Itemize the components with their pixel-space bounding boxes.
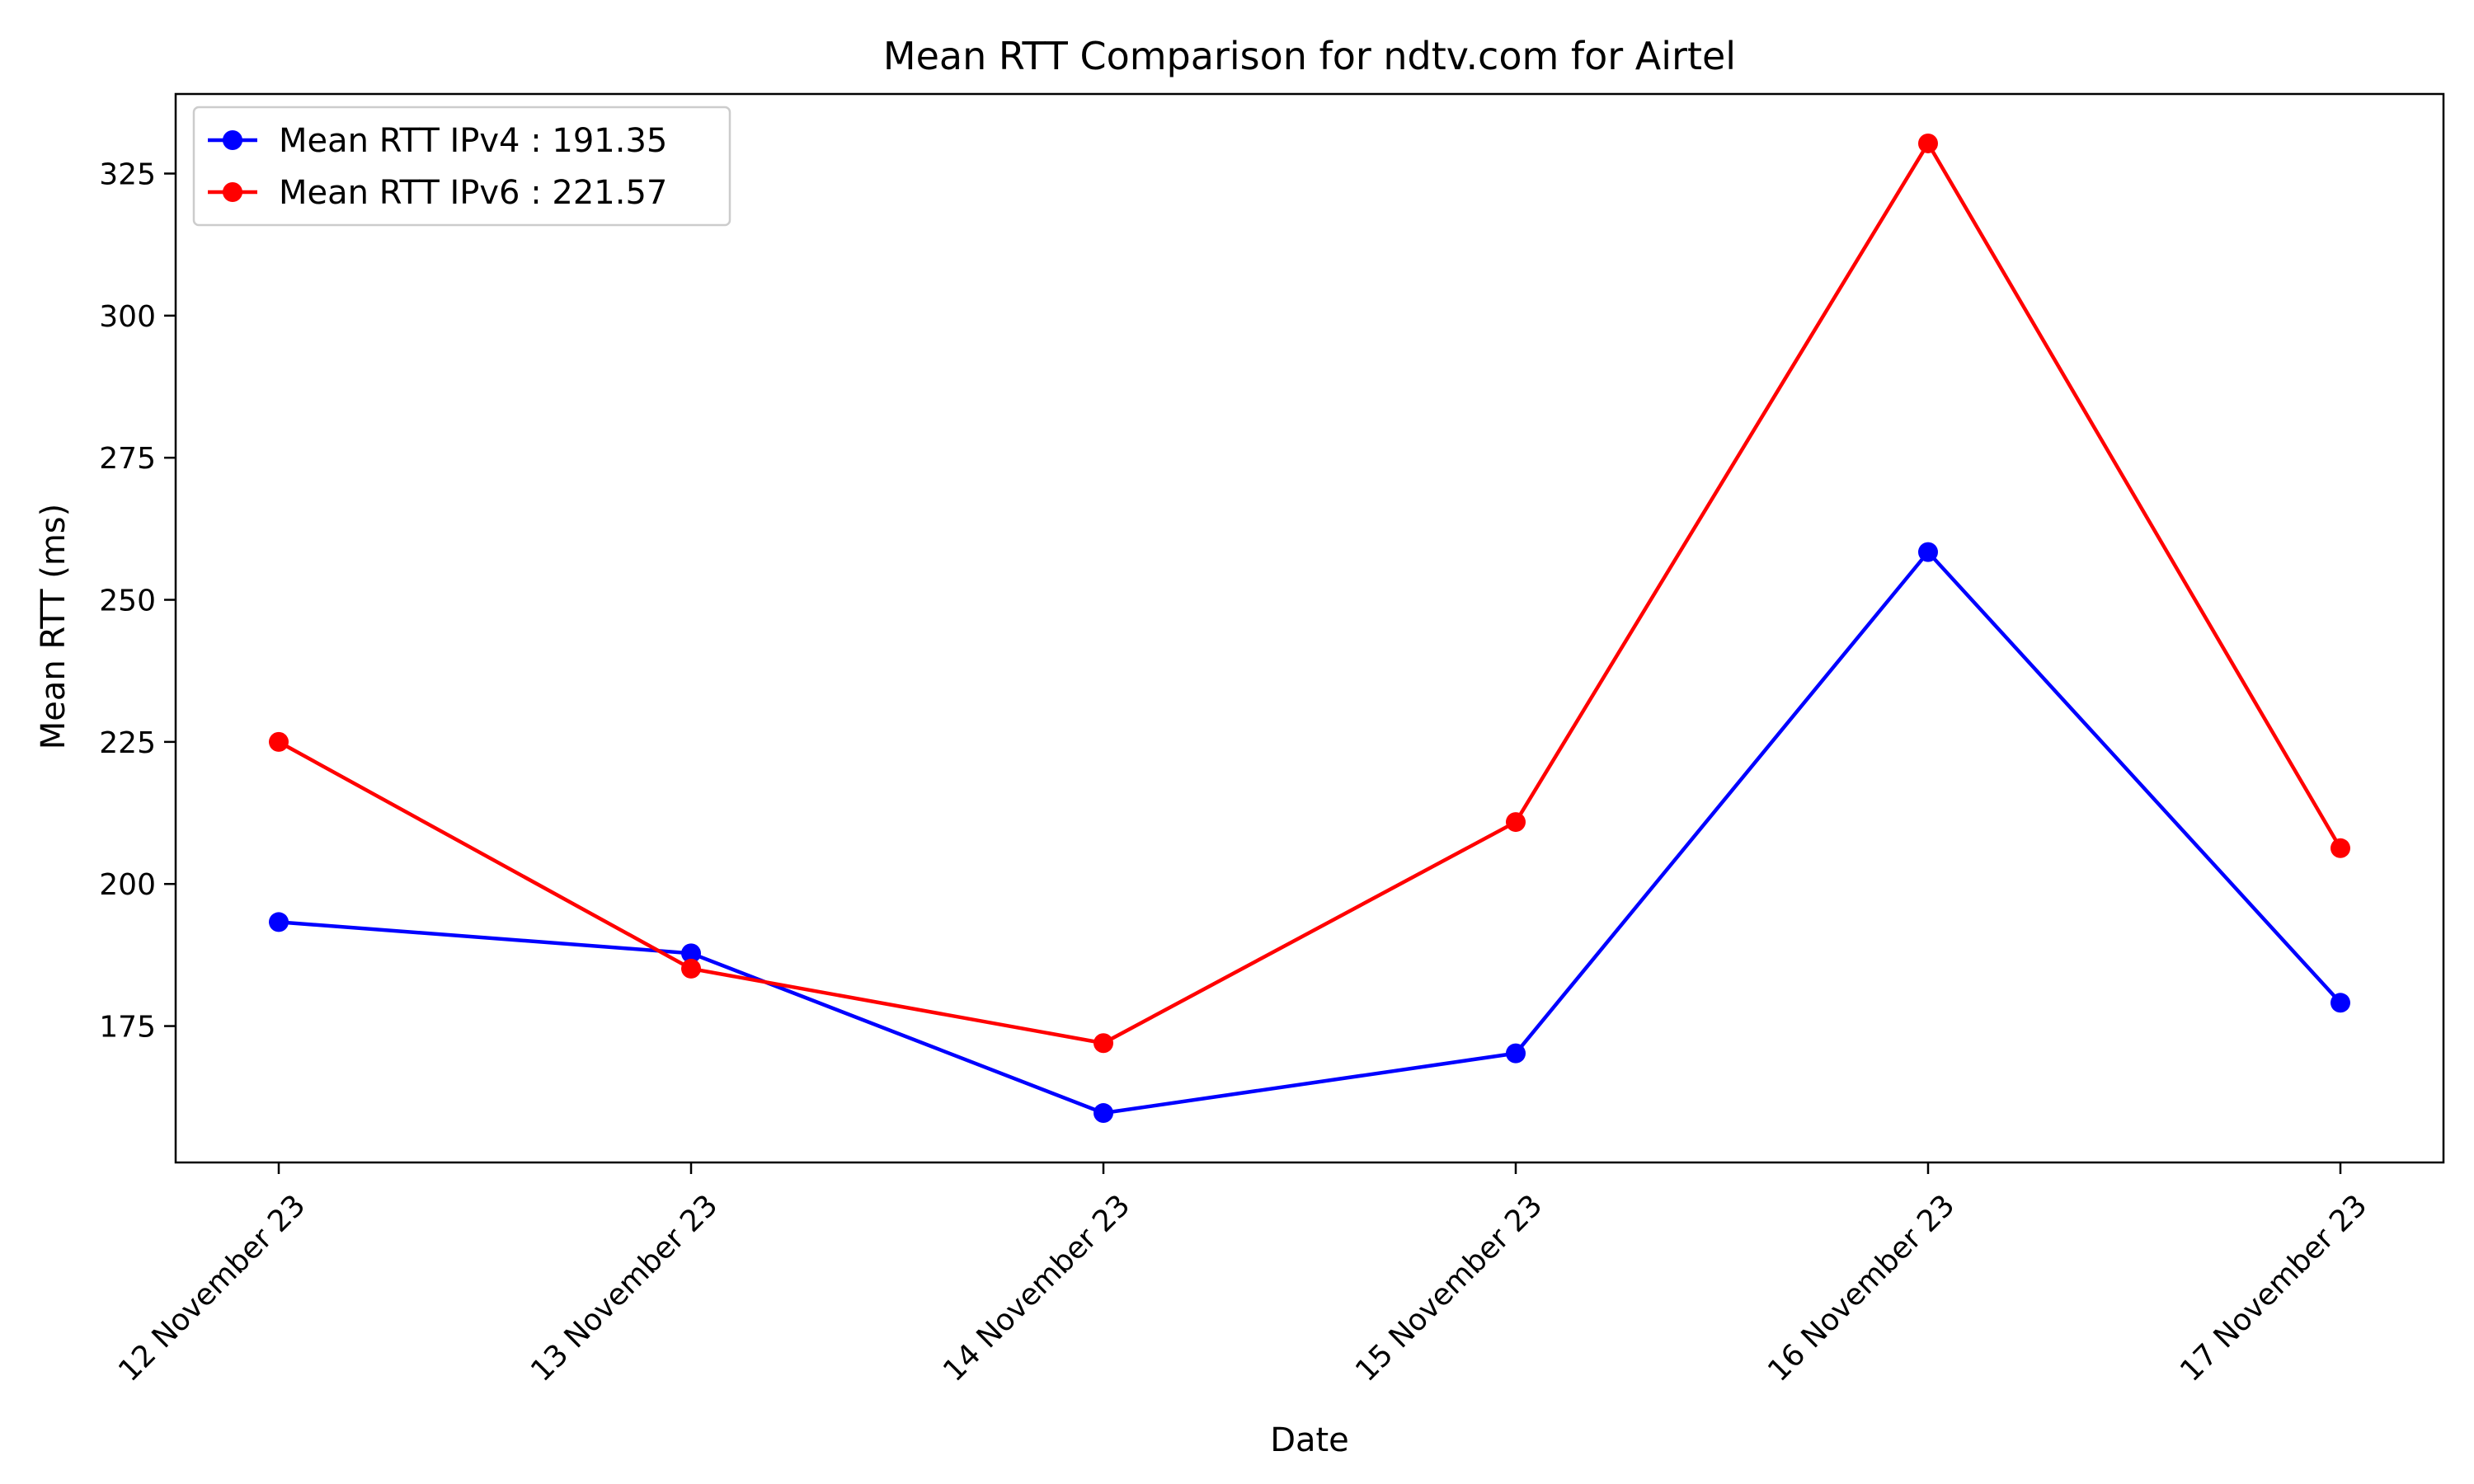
x-axis-label: Date <box>1270 1421 1349 1459</box>
data-point <box>1506 1043 1526 1064</box>
data-point <box>681 958 701 979</box>
data-point <box>2331 838 2350 858</box>
legend-label: Mean RTT IPv4 : 191.35 <box>279 122 667 160</box>
y-axis-label: Mean RTT (ms) <box>35 504 73 749</box>
data-point <box>1918 133 1938 153</box>
data-point <box>1094 1033 1113 1054</box>
y-tick-label: 325 <box>99 158 156 192</box>
y-tick-label: 200 <box>99 868 156 902</box>
legend-label: Mean RTT IPv6 : 221.57 <box>279 174 667 212</box>
data-point <box>1094 1103 1113 1124</box>
y-tick-label: 175 <box>99 1011 156 1045</box>
legend-box <box>192 106 731 227</box>
data-point <box>1918 542 1938 562</box>
plot-frame <box>174 92 2445 1164</box>
series-line-1 <box>278 550 2342 1115</box>
y-tick-label: 275 <box>99 442 156 476</box>
y-tick-label: 300 <box>99 300 156 334</box>
data-point <box>1506 812 1526 833</box>
data-point <box>269 731 289 752</box>
chart-title: Mean RTT Comparison for ndtv.com for Air… <box>883 34 1736 78</box>
legend-swatch-marker <box>223 130 242 150</box>
series-line-2 <box>277 141 2342 1045</box>
data-point <box>269 912 289 932</box>
data-point <box>2331 993 2350 1013</box>
y-tick-label: 225 <box>99 726 156 760</box>
data-point <box>681 943 701 964</box>
legend: Mean RTT IPv4 : 191.35 Mean RTT IPv6 : 22… <box>192 106 731 227</box>
y-tick-label: 250 <box>99 585 156 618</box>
legend-swatch-marker <box>223 182 242 202</box>
